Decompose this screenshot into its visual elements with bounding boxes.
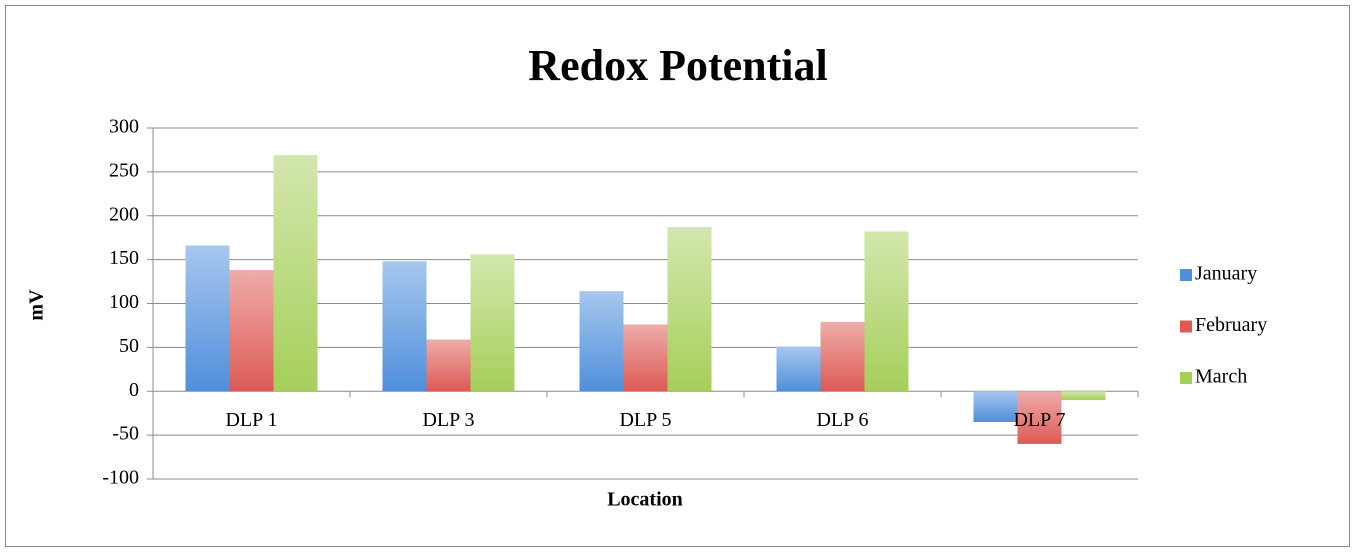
y-axis-label: mV bbox=[26, 289, 48, 321]
bar-sheen bbox=[623, 324, 668, 392]
bar-sheen bbox=[1017, 391, 1062, 444]
y-tick-label: 50 bbox=[119, 335, 139, 357]
bar-sheen bbox=[579, 291, 624, 392]
legend-swatch bbox=[1180, 320, 1192, 333]
bar-sheen bbox=[185, 245, 230, 392]
y-tick-label: -100 bbox=[102, 467, 139, 489]
x-tick-label: DLP 7 bbox=[1013, 409, 1065, 431]
y-tick-label: -50 bbox=[112, 423, 139, 445]
x-axis-label: Location bbox=[607, 489, 683, 511]
legend-label: January bbox=[1195, 263, 1257, 285]
x-tick-label: DLP 5 bbox=[619, 409, 671, 431]
y-tick-label: 300 bbox=[109, 116, 139, 138]
bar-sheen bbox=[820, 321, 865, 392]
y-tick-label: 150 bbox=[109, 247, 139, 269]
y-tick-label: 250 bbox=[109, 159, 139, 181]
bar-sheen bbox=[864, 231, 909, 392]
bar-sheen bbox=[382, 261, 427, 392]
bar-sheen bbox=[470, 254, 515, 392]
x-tick-label: DLP 3 bbox=[422, 409, 474, 431]
y-tick-label: 200 bbox=[109, 203, 139, 225]
x-tick-label: DLP 6 bbox=[816, 409, 868, 431]
bar-sheen bbox=[1061, 391, 1106, 401]
bar-sheen bbox=[426, 339, 471, 392]
bar-sheen bbox=[667, 227, 712, 392]
y-tick-label: 100 bbox=[109, 291, 139, 313]
legend-label: February bbox=[1195, 314, 1267, 336]
x-tick-label: DLP 1 bbox=[225, 409, 277, 431]
legend-swatch bbox=[1180, 372, 1192, 384]
bar-sheen bbox=[273, 155, 318, 392]
chart-title: Redox Potential bbox=[528, 41, 827, 90]
legend-label: March bbox=[1195, 366, 1247, 388]
y-tick-label: 0 bbox=[129, 379, 139, 401]
legend-swatch bbox=[1180, 269, 1192, 281]
bar-sheen bbox=[973, 391, 1018, 422]
bar-sheen bbox=[229, 270, 274, 392]
bar-sheen bbox=[776, 346, 821, 392]
